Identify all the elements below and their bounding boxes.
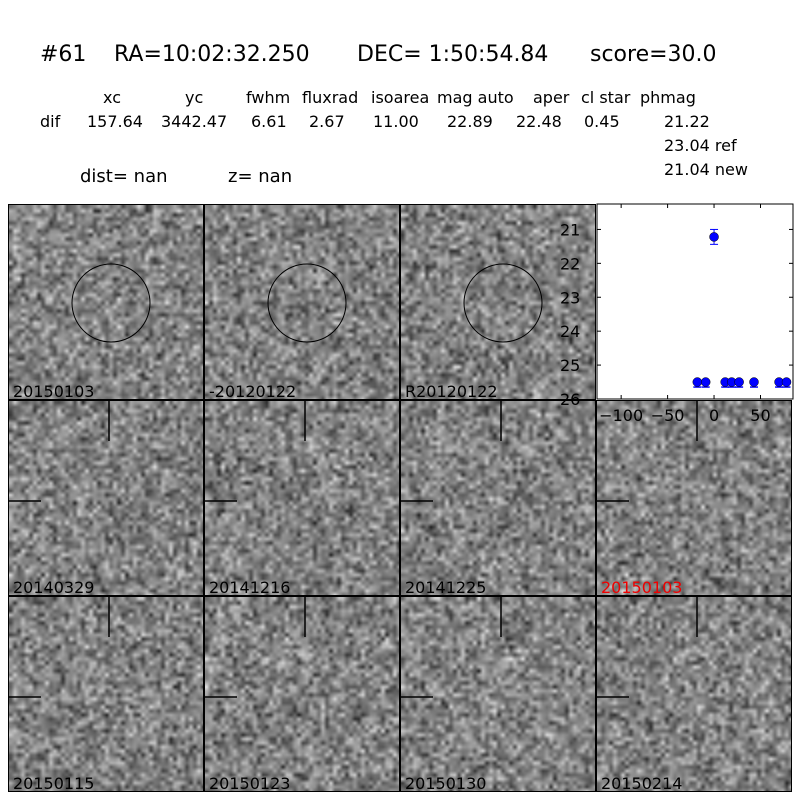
image-stamp: 20141216 [204,400,400,596]
column-value: 0.45 [584,112,620,131]
column-header: mag auto [437,88,514,107]
aperture-circle [463,263,543,343]
new-mag: 21.04 new [664,160,748,179]
column-header: isoarea [371,88,430,107]
stamp-image [9,401,203,595]
column-value: 3442.47 [161,112,228,131]
y-tick-label: 23 [560,288,580,307]
upper-limit-point [692,377,703,387]
stamp-label: 20141225 [405,578,487,596]
column-header: aper [533,88,570,107]
stamp-image [401,597,595,791]
ra: RA=10:02:32.250 [114,42,310,67]
stamp-label: 20150214 [601,774,683,792]
stamp-label: -20120122 [209,382,297,400]
z-value: z= nan [228,166,293,187]
stamp-label: 20150123 [209,774,291,792]
column-value: 11.00 [373,112,419,131]
column-value: 2.67 [309,112,345,131]
plot-frame [596,203,794,400]
ref-mag: 23.04 ref [664,136,737,155]
image-stamp: 20140329 [8,400,204,596]
image-stamp: 20150115 [8,596,204,792]
column-value: 6.61 [251,112,287,131]
light-curve-plot: −100 −50 0 50 21 22 23 24 25 26 [560,203,794,425]
stamp-label: 20140329 [13,578,95,596]
upper-limit-point [749,377,759,387]
row-label: dif [40,112,61,131]
column-header: phmag [640,88,696,107]
column-value: 22.48 [516,112,562,131]
image-stamp: R20120122 [400,204,596,400]
stamp-image [401,401,595,595]
column-header: cl star [581,88,631,107]
column-header: fwhm [246,88,291,107]
column-value: 157.64 [87,112,143,131]
stamp-image [205,205,399,399]
image-stamp: 20150103 [596,400,792,596]
image-stamp: 20150214 [596,596,792,792]
upper-limit-point [700,377,711,387]
stamp-label: 20150103 [601,578,683,596]
column-header: fluxrad [302,88,359,107]
stamp-label: 20150130 [405,774,487,792]
image-stamp: 20150123 [204,596,400,792]
stamp-image [597,597,791,791]
image-stamp: 20150103 [8,204,204,400]
column-value: 21.22 [664,112,710,131]
score: score=30.0 [590,42,717,67]
image-stamp: 20150130 [400,596,596,792]
stamp-image [205,401,399,595]
upper-limit-point [734,377,744,387]
stamp-label: 20150115 [13,774,95,792]
image-stamp: 20141225 [400,400,596,596]
stamp-label: R20120122 [405,382,498,400]
x-tick-label: −50 [651,406,685,425]
y-tick-label: 22 [560,254,580,273]
y-tick-label: 21 [560,220,580,239]
stamp-image [9,597,203,791]
x-tick-label: 50 [750,406,770,425]
upper-limit-point [781,377,792,387]
x-tick-label: −100 [599,406,643,425]
stamp-label: 20141216 [209,578,291,596]
stamp-image [9,205,203,399]
dist: dist= nan [80,166,168,187]
y-tick-label: 24 [560,322,580,341]
image-stamp: -20120122 [204,204,400,400]
stamp-image [205,597,399,791]
aperture-circle [267,263,347,343]
detection-point [709,232,719,242]
column-header: yc [185,88,204,107]
stamp-label: 20150103 [13,382,95,400]
stamp-image [597,401,791,595]
aperture-circle [71,263,151,343]
y-tick-label: 25 [560,356,580,375]
stamp-image [401,205,595,399]
dec: DEC= 1:50:54.84 [357,42,549,67]
x-tick-label: 0 [709,406,719,425]
y-tick-label: 26 [560,390,580,409]
candidate-id: #61 [40,42,87,67]
column-header: xc [103,88,121,107]
column-value: 22.89 [447,112,493,131]
